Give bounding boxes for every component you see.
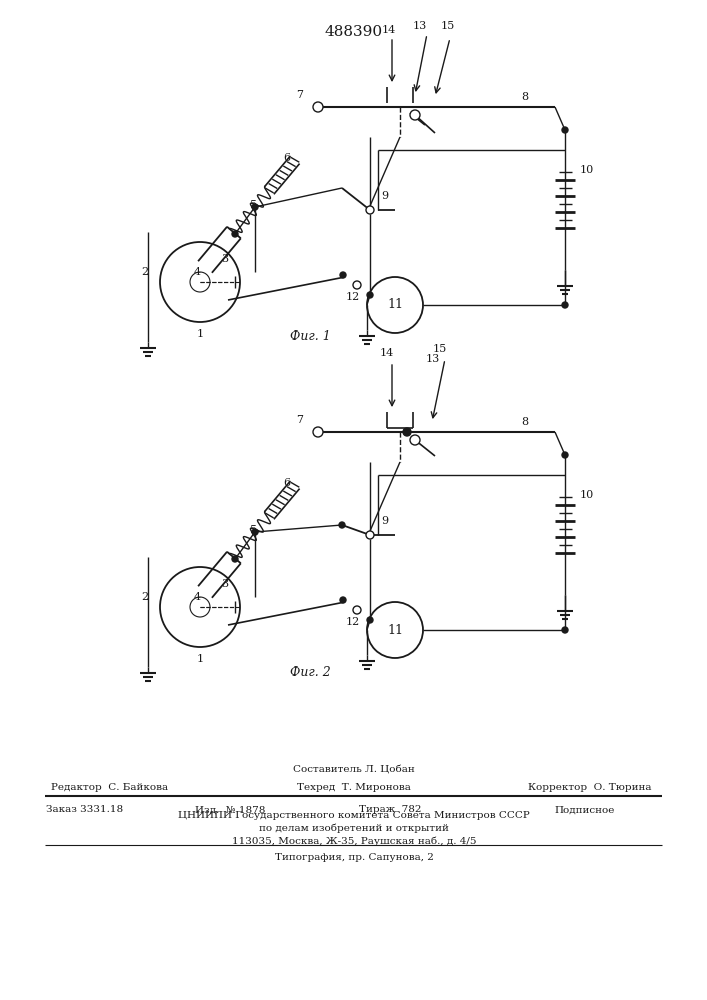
Text: 5: 5: [250, 525, 257, 535]
Text: 113035, Москва, Ж-35, Раушская наб., д. 4/5: 113035, Москва, Ж-35, Раушская наб., д. …: [232, 836, 477, 846]
Text: 1: 1: [197, 329, 204, 339]
Text: 11: 11: [387, 298, 403, 312]
Text: 13: 13: [426, 354, 440, 364]
Circle shape: [340, 272, 346, 278]
Text: Тираж  782: Тираж 782: [358, 806, 421, 814]
Circle shape: [562, 452, 568, 458]
Text: 11: 11: [387, 624, 403, 637]
Text: Типография, пр. Сапунова, 2: Типография, пр. Сапунова, 2: [274, 852, 433, 861]
Text: 14: 14: [382, 25, 396, 35]
Text: Составитель Л. Цобан: Составитель Л. Цобан: [293, 766, 415, 774]
Text: 7: 7: [296, 415, 303, 425]
Text: по делам изобретений и открытий: по делам изобретений и открытий: [259, 823, 449, 833]
Text: 6: 6: [284, 153, 291, 163]
Circle shape: [339, 522, 345, 528]
Circle shape: [252, 204, 258, 210]
Circle shape: [313, 427, 323, 437]
Text: 2: 2: [141, 267, 148, 277]
Text: 15: 15: [433, 344, 447, 354]
Circle shape: [340, 597, 346, 603]
Circle shape: [232, 556, 238, 562]
Text: ЦНИИПИ Государственного комитета Совета Министров СССР: ЦНИИПИ Государственного комитета Совета …: [178, 810, 530, 820]
Text: 4: 4: [194, 267, 201, 277]
Text: 14: 14: [380, 348, 394, 358]
Text: Корректор  О. Тюрина: Корректор О. Тюрина: [528, 782, 652, 792]
Text: 6: 6: [284, 478, 291, 488]
Circle shape: [562, 127, 568, 133]
Text: Фиг. 1: Фиг. 1: [290, 330, 330, 344]
Text: 9: 9: [382, 191, 389, 201]
Text: 12: 12: [346, 292, 360, 302]
Text: 3: 3: [221, 579, 228, 589]
Text: 12: 12: [346, 617, 360, 627]
Text: 5: 5: [250, 200, 257, 210]
Circle shape: [367, 617, 373, 623]
Text: 9: 9: [382, 516, 389, 526]
Text: 13: 13: [413, 21, 427, 31]
Text: 3: 3: [221, 254, 228, 264]
Text: Фиг. 2: Фиг. 2: [290, 666, 330, 678]
Text: 8: 8: [522, 417, 529, 427]
Circle shape: [410, 110, 420, 120]
Circle shape: [562, 302, 568, 308]
Text: 4: 4: [194, 592, 201, 602]
Text: 10: 10: [580, 490, 594, 500]
Text: Изд.  № 1878: Изд. № 1878: [195, 806, 265, 814]
Circle shape: [367, 292, 373, 298]
Circle shape: [252, 529, 258, 535]
Circle shape: [403, 428, 411, 436]
Text: Заказ 3331.18: Заказ 3331.18: [47, 806, 124, 814]
Circle shape: [410, 435, 420, 445]
Circle shape: [353, 606, 361, 614]
Text: 8: 8: [522, 92, 529, 102]
Text: Редактор  С. Байкова: Редактор С. Байкова: [52, 782, 168, 792]
Text: 488390: 488390: [325, 25, 383, 39]
Circle shape: [313, 102, 323, 112]
Text: Техред  Т. Миронова: Техред Т. Миронова: [297, 782, 411, 792]
Text: 2: 2: [141, 592, 148, 602]
Circle shape: [353, 281, 361, 289]
Circle shape: [366, 206, 374, 214]
Text: Подписное: Подписное: [555, 806, 615, 814]
Text: 15: 15: [441, 21, 455, 31]
Text: 7: 7: [296, 90, 303, 100]
Circle shape: [366, 531, 374, 539]
Text: 1: 1: [197, 654, 204, 664]
Text: 10: 10: [580, 165, 594, 175]
Circle shape: [562, 627, 568, 633]
Circle shape: [232, 231, 238, 237]
